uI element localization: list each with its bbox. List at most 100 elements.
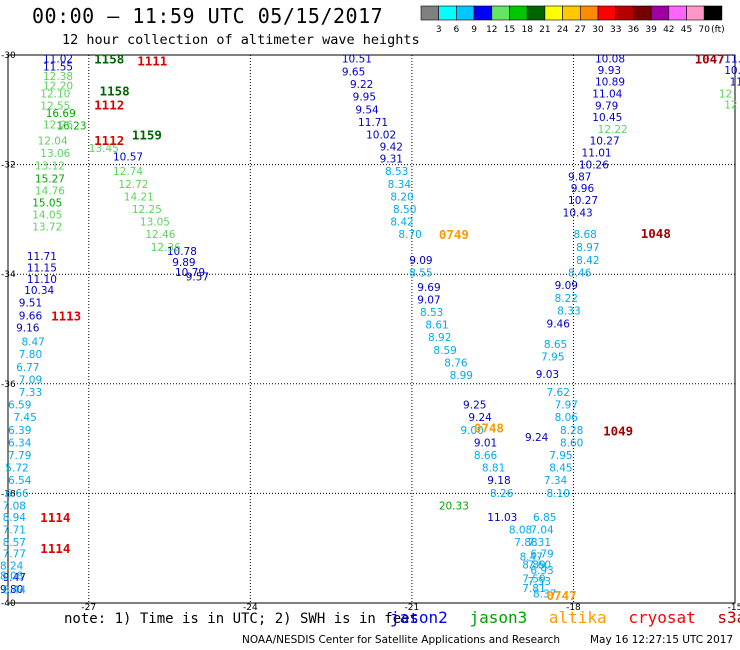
wave-height-label: 9.09 [555,280,578,292]
colorbar-label: 24 [557,25,569,35]
wave-height-label: 7.95 [549,450,572,462]
wave-height-label: 8.57 [3,537,26,549]
wave-height-label: 9.47 [3,572,26,584]
wave-height-label: 8.94 [3,512,27,524]
wave-height-label: 11.15 [27,263,57,275]
wave-height-label: 8.08 [509,525,532,537]
track-time-label: 1114 [40,541,70,556]
wave-height-label: 12.72 [118,179,148,191]
wave-height-label: 8.47 [21,337,44,349]
wave-height-label: 9.46 [547,319,571,331]
wave-height-label: 12 [724,99,737,111]
wave-height-label: 15.27 [35,173,65,185]
colorbar-swatch [526,5,546,21]
colorbar-swatch [686,5,705,21]
wave-height-label: 8.42 [576,255,599,267]
wave-height-label: 13.45 [89,143,119,155]
wave-height-label: 8.44 [3,584,27,596]
colorbar-swatch [597,5,617,21]
wave-height-label: 12.46 [145,229,175,241]
wave-height-label: 10.79 [175,267,205,279]
track-time-label: 1111 [137,53,167,68]
colorbar-swatch [420,5,440,21]
wave-height-label: 12.04 [38,135,68,147]
wave-height-label: 7.62 [547,387,570,399]
x-tick-label: -18 [566,603,581,613]
page-title: 00:00 – 11:59 UTC 05/15/2017 [32,4,384,28]
wave-height-label: 8.66 [474,450,498,462]
wave-height-label: 6.34 [8,437,32,449]
wave-height-label: 14.21 [124,191,154,203]
wave-height-label: 10.51 [342,53,372,65]
colorbar-swatch [615,5,634,21]
track-time-label: 1113 [51,308,81,323]
wave-height-label: 9.42 [380,142,403,154]
x-tick-label: -21 [405,603,420,613]
wave-height-label: 8.61 [425,320,448,332]
satellite-legend: jason2 jason3 altika cryosat s3a [390,608,740,627]
x-tick-label: -15 [728,603,740,613]
colorbar-label: 6 [454,25,460,35]
wave-height-label: 8.92 [428,332,451,344]
track-time-label: 1112 [94,97,124,112]
wave-height-label: 9.89 [172,257,195,269]
colorbar-swatch [509,5,528,21]
wave-height-label: 16.23 [56,121,86,133]
colorbar-label: 70 [698,25,710,35]
footer-credit: NOAA/NESDIS Center for Satellite Applica… [242,634,560,646]
wave-height-label: 7.77 [3,549,26,561]
page-subtitle: 12 hour collection of altimeter wave hei… [62,32,420,48]
track-time-label: 0748 [474,421,504,436]
wave-height-label: 6.59 [8,400,31,412]
wave-height-label: 8.97 [576,242,599,254]
colorbar-swatch [438,5,457,21]
colorbar-label: 27 [575,25,586,35]
wave-height-label: 10.89 [595,76,625,88]
wave-height-label: 7.09 [19,374,42,386]
x-tick-label: -27 [81,603,96,613]
wave-height-label: 8.08 [0,571,23,583]
colorbar-label: 30 [592,25,604,35]
wave-height-label: 7.79 [8,450,31,462]
wave-height-label: 9.79 [595,100,618,112]
wave-height-label: 9.57 [186,271,209,283]
wave-height-label: 9.22 [350,79,373,91]
colorbar-label: 33 [610,25,621,35]
footer-note: note: 1) Time is in UTC; 2) SWH is in fe… [64,611,419,627]
wave-height-label: 6.85 [533,512,556,524]
wave-height-label: 7.45 [13,412,36,424]
wave-height-label: 6.79 [530,549,553,561]
legend-s3a: s3a [717,608,740,627]
wave-height-label: 9.66 [19,310,43,322]
track-time-label: 1158 [100,84,130,99]
track-time-label: 1158 [94,51,124,66]
colorbar-label: 12 [486,25,497,35]
wave-height-label: 8.81 [482,463,505,475]
colorbar-label: 39 [645,25,657,35]
wave-height-label: 8.37 [533,589,556,601]
wave-height-label: 13.05 [140,217,170,229]
wave-height-label: 6.66 [5,488,29,500]
colorbar-label: 42 [663,25,674,35]
wave-height-label: 8.47 [520,551,543,563]
wave-height-label: 11.4 [730,76,740,88]
track-time-label: 1112 [94,133,124,148]
wave-height-label: 11.04 [592,88,622,100]
wave-height-label: 8.53 [385,166,408,178]
wave-height-label: 8.70 [398,229,421,241]
wave-height-label: 7.08 [3,500,26,512]
wave-height-label: 12.26 [43,120,73,132]
legend-jason3: jason3 [469,608,528,627]
wave-height-label: 15.05 [32,197,62,209]
wave-height-label: 7.31 [528,537,551,549]
wave-height-label: 12.38 [43,71,73,83]
wave-height-label: 14.76 [35,185,65,197]
wave-height-label: 8.34 [388,179,412,191]
wave-height-label: 7.60 [528,560,551,572]
wave-height-label: 9.65 [342,66,365,78]
track-time-label: 1047 [695,51,725,66]
wave-height-label: 13.72 [32,222,62,234]
wave-height-label: 13.06 [40,148,70,160]
